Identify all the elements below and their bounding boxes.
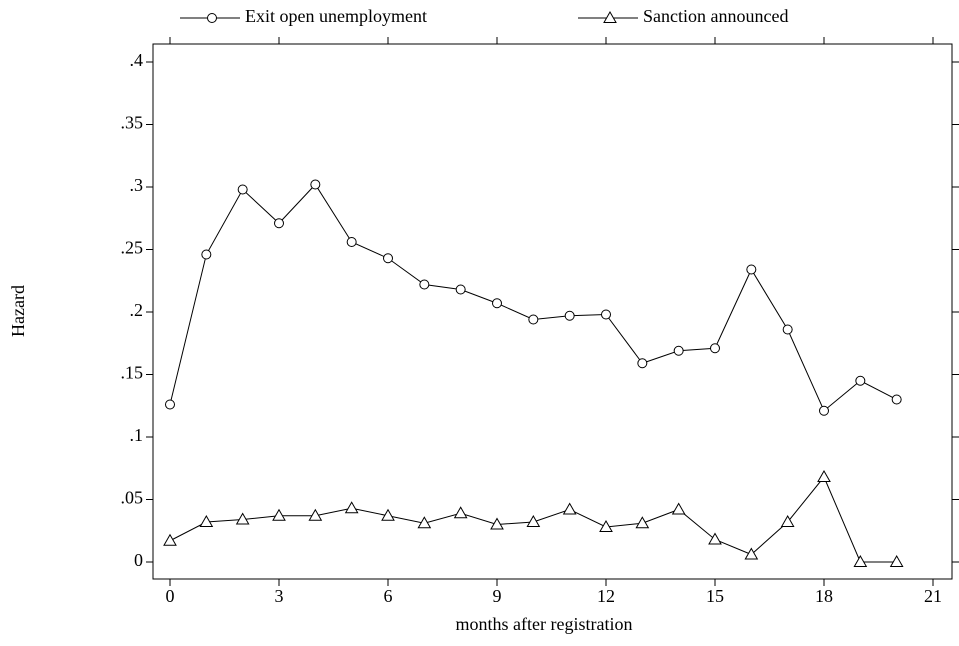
marker — [853, 554, 868, 567]
marker — [344, 501, 359, 514]
marker — [780, 514, 795, 527]
marker — [635, 516, 650, 529]
marker — [453, 506, 468, 519]
marker — [710, 343, 720, 354]
marker — [819, 405, 829, 416]
y-tick-label: .1 — [130, 425, 144, 445]
marker — [599, 519, 613, 532]
marker — [272, 508, 286, 521]
marker — [490, 517, 504, 530]
marker — [673, 345, 684, 356]
marker — [601, 309, 611, 320]
marker — [163, 533, 177, 546]
x-tick-label: 21 — [924, 586, 942, 606]
marker — [346, 237, 357, 247]
y-tick-label: .35 — [121, 113, 144, 133]
marker — [708, 532, 722, 545]
x-tick-label: 12 — [597, 586, 615, 606]
marker — [419, 279, 430, 290]
y-tick-label: .15 — [121, 363, 144, 383]
y-axis-label: Hazard — [8, 285, 28, 337]
marker — [381, 508, 395, 521]
marker — [274, 218, 284, 229]
marker — [492, 298, 502, 309]
legend-marker — [603, 10, 617, 23]
marker — [855, 375, 866, 386]
marker — [526, 514, 541, 527]
y-tick-label: .05 — [121, 488, 144, 508]
y-tick-label: .3 — [130, 175, 144, 195]
plot-frame — [152, 43, 953, 580]
x-tick-label: 6 — [384, 586, 393, 606]
marker — [782, 324, 793, 335]
y-tick-label: .4 — [130, 50, 144, 70]
marker — [237, 184, 248, 195]
legend-marker — [207, 13, 217, 23]
marker — [199, 514, 214, 527]
marker — [671, 502, 686, 515]
marker — [201, 249, 212, 260]
y-tick-label: 0 — [134, 550, 143, 570]
x-axis-label: months after registration — [456, 614, 633, 634]
x-tick-label: 9 — [493, 586, 502, 606]
marker — [235, 512, 250, 525]
x-tick-label: 18 — [815, 586, 833, 606]
marker — [308, 508, 323, 521]
marker — [564, 310, 575, 321]
x-tick-label: 15 — [706, 586, 724, 606]
marker — [165, 399, 175, 410]
y-tick-label: .25 — [121, 238, 144, 258]
marker — [746, 264, 757, 275]
marker — [455, 284, 466, 295]
marker — [891, 394, 902, 405]
legend-label: Exit open unemployment — [245, 6, 427, 26]
marker — [817, 469, 831, 482]
x-tick-label: 0 — [166, 586, 175, 606]
marker — [383, 253, 393, 264]
marker — [417, 516, 432, 529]
marker — [637, 358, 648, 369]
marker — [889, 554, 904, 567]
marker — [528, 314, 539, 325]
marker — [744, 547, 759, 560]
legend-label: Sanction announced — [643, 6, 788, 26]
marker — [310, 179, 321, 190]
marker — [562, 502, 577, 515]
y-tick-label: .2 — [130, 300, 144, 320]
x-tick-label: 3 — [275, 586, 284, 606]
